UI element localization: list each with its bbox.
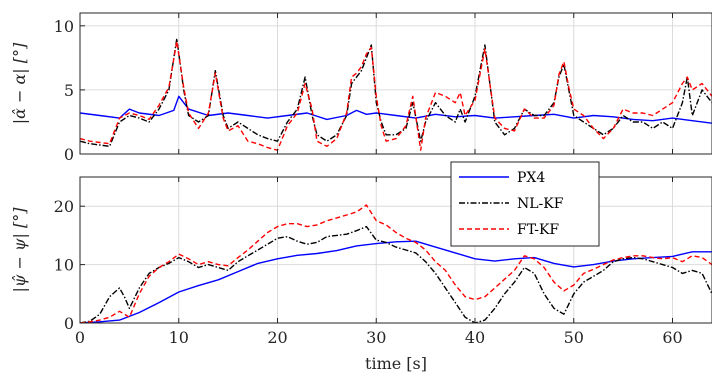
legend-label: FT-KF bbox=[517, 222, 559, 238]
x-tick-label: 0 bbox=[75, 328, 85, 347]
series-line-ft-kf bbox=[80, 204, 712, 323]
plot-area bbox=[80, 13, 712, 154]
y-tick-label: 10 bbox=[54, 17, 74, 36]
legend-box bbox=[450, 161, 600, 247]
legend: PX4 NL-KF FT-KF bbox=[450, 161, 600, 247]
axes-frame bbox=[79, 176, 712, 324]
x-tick-label: 60 bbox=[662, 328, 682, 347]
y-tick-label: 20 bbox=[54, 197, 74, 216]
y-tick-label: 0 bbox=[64, 314, 74, 333]
series-line-ft-kf bbox=[80, 40, 712, 151]
y-tick-label: 0 bbox=[64, 145, 74, 164]
series-line-nl-kf bbox=[80, 225, 712, 323]
y-tick-label: 10 bbox=[54, 256, 74, 275]
alpha-error-plot: 0 5 10 |α̂ − α| [°] bbox=[10, 12, 712, 164]
legend-label: NL-KF bbox=[517, 196, 564, 212]
y-tick-label: 5 bbox=[64, 81, 74, 100]
x-tick-label: 30 bbox=[366, 328, 386, 347]
y-axis-label: |α̂ − α| [°] bbox=[10, 42, 29, 124]
x-axis-label: time [s] bbox=[365, 354, 427, 373]
x-tick-label: 20 bbox=[267, 328, 287, 347]
x-tick-label: 50 bbox=[564, 328, 584, 347]
axes-frame bbox=[79, 12, 712, 155]
y-axis-label: |ψ̂ − ψ| [°] bbox=[10, 207, 29, 293]
psi-error-plot: 0 10 20 30 40 50 60 0 10 20 |ψ̂ − ψ| [°] time [s] PX… bbox=[10, 161, 712, 373]
legend-label: PX4 bbox=[517, 170, 545, 186]
series-line-nl-kf bbox=[80, 37, 712, 148]
plot-area bbox=[80, 177, 712, 323]
x-tick-label: 10 bbox=[169, 328, 189, 347]
series-line-px4 bbox=[80, 95, 712, 124]
x-tick-label: 40 bbox=[465, 328, 485, 347]
